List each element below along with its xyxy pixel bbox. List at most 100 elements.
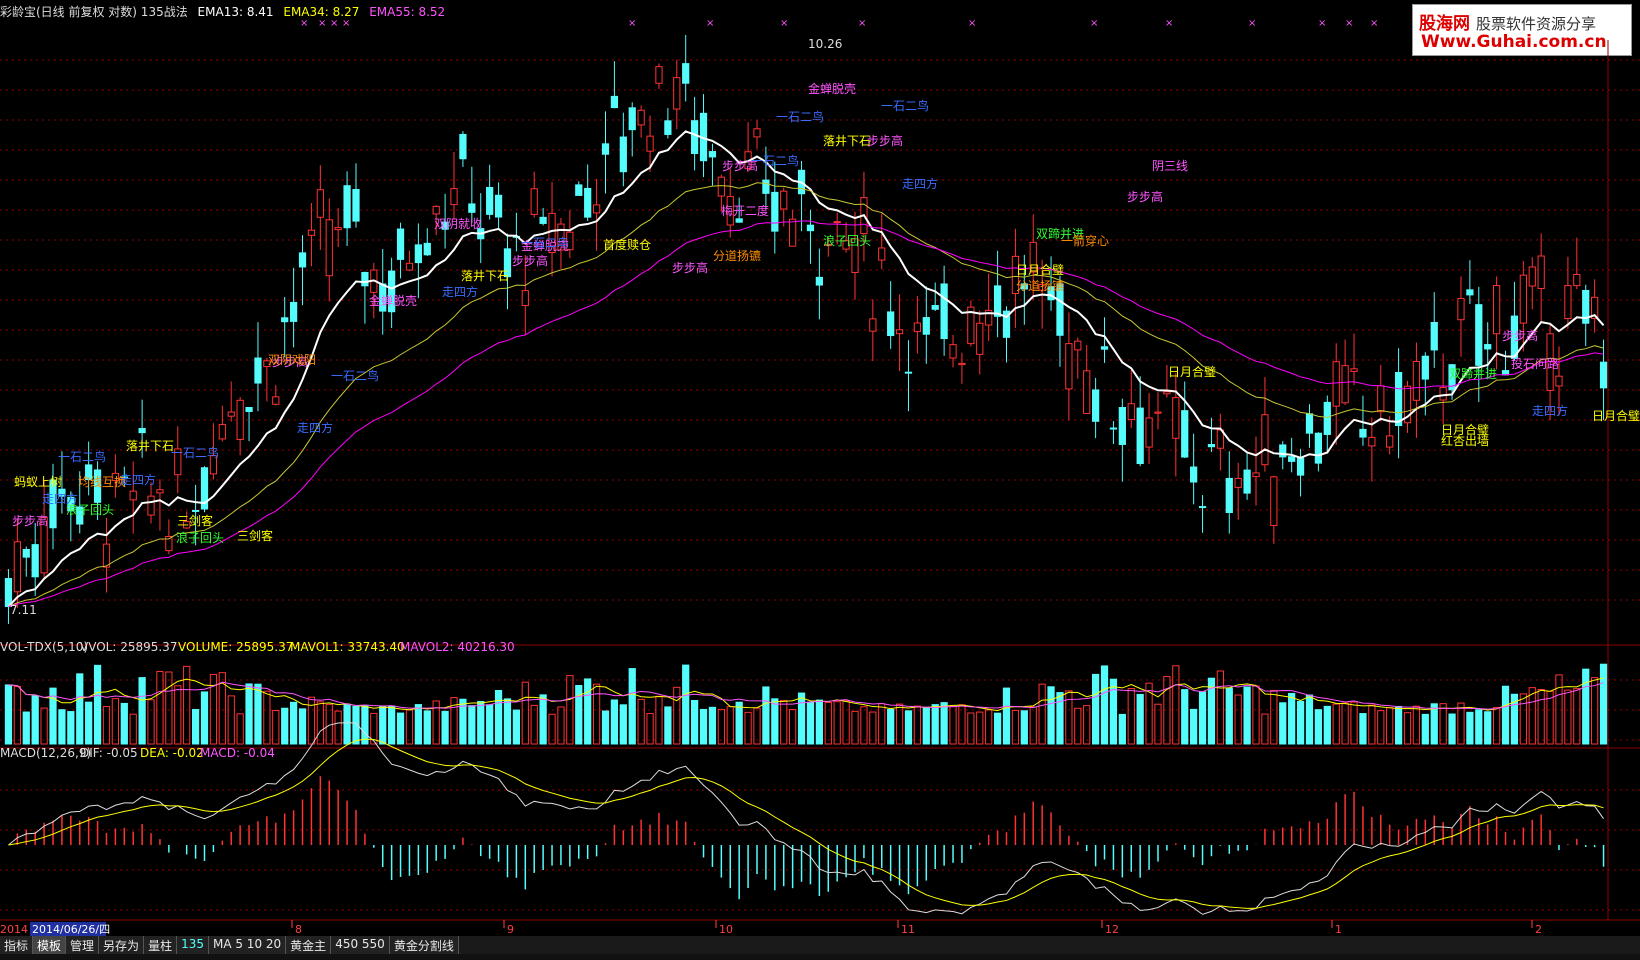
volume-bar <box>842 700 850 745</box>
candle-body <box>1386 435 1394 448</box>
month-label: 10 <box>719 923 733 936</box>
candle-body <box>1038 283 1046 291</box>
tab-0[interactable]: 指标 <box>0 936 34 954</box>
volume-bar <box>548 713 556 745</box>
candle-body <box>913 322 922 333</box>
tab-4[interactable]: 量柱 <box>144 936 178 954</box>
volume-bar <box>628 668 636 745</box>
volume-bar <box>1341 702 1349 745</box>
candle-body <box>129 490 137 501</box>
candle-body <box>494 194 503 218</box>
volume-bar <box>592 683 601 745</box>
volume-bar <box>93 664 102 745</box>
candle-body <box>272 396 280 405</box>
candle-body <box>361 271 369 287</box>
tab-2[interactable]: 管理 <box>66 936 100 954</box>
candle-body <box>655 66 663 84</box>
volume-bar <box>1314 709 1323 745</box>
tab-6[interactable]: MA 5 10 20 <box>208 936 287 954</box>
candle-body <box>708 151 717 158</box>
candle-body <box>878 247 886 261</box>
pattern-label: 落井下石 <box>126 439 174 453</box>
candle-body <box>824 244 832 247</box>
tab-9[interactable]: 黄金分割线 <box>389 936 459 954</box>
candle-body <box>1181 410 1189 458</box>
volume-bar <box>806 701 815 745</box>
volume-bar <box>1591 677 1599 745</box>
pattern-label: 走四方 <box>42 491 78 506</box>
volume-bar <box>13 685 21 745</box>
pattern-label: 落井下石 <box>823 134 871 148</box>
candle-body <box>762 179 770 194</box>
volume-bar <box>1029 706 1037 745</box>
status-bar <box>0 954 1640 960</box>
candle-body <box>682 63 690 84</box>
candle-body <box>1288 456 1296 462</box>
month-label: 11 <box>901 923 915 936</box>
volume-bar <box>1216 670 1224 745</box>
pattern-label: 步步高 <box>672 260 708 275</box>
pattern-label: 日月合璧 <box>1168 364 1216 379</box>
volume-bar <box>414 704 422 745</box>
candle-body <box>967 306 975 345</box>
candle-body <box>1225 477 1233 514</box>
volume-bar <box>664 706 672 745</box>
candle-body <box>1163 391 1171 395</box>
pattern-label: 分道扬镳 <box>713 248 761 263</box>
signal-mark: × <box>706 18 714 29</box>
volume-bar <box>1234 694 1242 745</box>
volume-bar <box>1181 689 1189 745</box>
volume-bar <box>147 699 155 745</box>
volume-bar <box>165 671 173 745</box>
main-chart-svg[interactable]: × × × × × × × × × × × × × × × 步步高蚂蚁上树走四方浪子回头一石二鸟均线互换走四… <box>0 0 1640 936</box>
candle-body <box>610 95 619 109</box>
tab-3[interactable]: 另存为 <box>99 936 145 954</box>
candle-body <box>1261 414 1269 466</box>
volume-bar <box>708 706 717 745</box>
volume-bar <box>833 701 841 745</box>
volume-bar <box>1270 689 1278 745</box>
volume-bar <box>1528 687 1536 745</box>
volume-bar <box>1047 686 1055 745</box>
month-label: 8 <box>295 923 302 936</box>
candle-body <box>334 227 342 231</box>
candle-body <box>985 309 993 326</box>
volume-bar <box>503 698 512 745</box>
volume-bar <box>887 708 895 745</box>
signal-mark: × <box>858 18 866 29</box>
candle-body <box>1421 355 1429 380</box>
candle-body <box>1252 472 1260 478</box>
volume-bar <box>432 700 440 745</box>
volume-bar <box>298 708 307 745</box>
volume-bar <box>744 711 752 745</box>
volume-bar <box>851 710 859 745</box>
volume-bar <box>1368 704 1376 745</box>
volume-bar <box>67 711 75 745</box>
volume-bar <box>512 709 521 745</box>
volume-bar <box>1394 705 1403 745</box>
pattern-label: 分道扬镳 <box>1016 278 1064 293</box>
candle-body <box>895 329 904 335</box>
volume-bar <box>334 710 342 745</box>
volume-bar <box>1421 713 1429 745</box>
tab-1[interactable]: 模板 <box>33 936 67 954</box>
ema55-line <box>8 220 1604 607</box>
volume-bar <box>1002 687 1011 745</box>
volume-bar <box>1448 713 1456 745</box>
volume-bar <box>1252 685 1260 745</box>
volume-bar <box>521 681 529 745</box>
volume-bar <box>815 699 823 745</box>
volume-bar <box>1207 677 1216 745</box>
volume-bar <box>1430 703 1438 745</box>
candle-body <box>1484 344 1492 350</box>
tab-8[interactable]: 450 550 <box>331 936 390 954</box>
pattern-label: 浪子回头 <box>823 233 871 248</box>
candle-body <box>486 186 494 215</box>
tab-5[interactable]: 135 <box>177 936 209 954</box>
volume-bar <box>539 694 547 745</box>
volume-bar <box>58 709 66 745</box>
volume-bar <box>272 710 280 745</box>
tab-7[interactable]: 黄金主 <box>286 936 332 954</box>
volume-bar <box>468 705 476 745</box>
volume-bar <box>49 687 57 745</box>
